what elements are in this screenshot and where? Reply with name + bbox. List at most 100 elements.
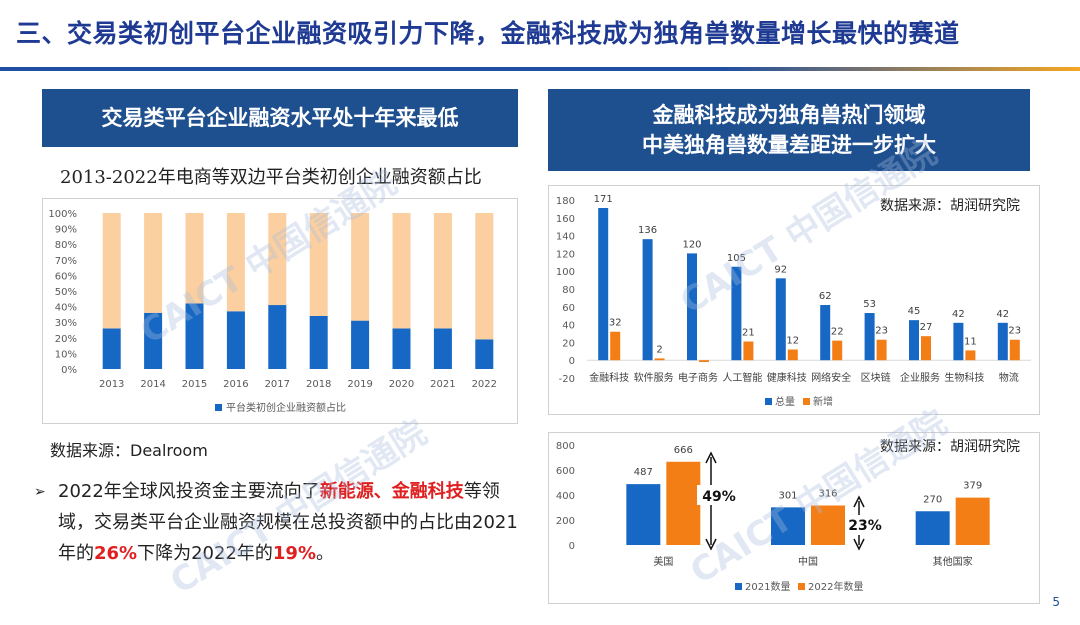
bar-total: [953, 322, 964, 361]
bar-share: [351, 320, 370, 369]
x-tick-label: 金融科技: [589, 371, 629, 384]
y-tick-label: 50%: [55, 287, 77, 298]
data-label-new: 23: [875, 326, 888, 337]
bar-share: [102, 328, 121, 369]
bar-2021: [915, 511, 950, 545]
bar-share: [392, 328, 411, 369]
data-label-total: 42: [952, 309, 965, 320]
bar-remainder: [309, 213, 328, 316]
x-tick-label: 2018: [306, 379, 331, 390]
data-label-total: 171: [594, 194, 613, 205]
legend-label: 平台类初创企业融资额占比: [226, 401, 346, 414]
data-label-new: 21: [742, 328, 755, 339]
bar-total: [731, 266, 742, 361]
y-tick-label: 70%: [55, 256, 77, 267]
bar-remainder: [433, 213, 452, 329]
y-tick-label: 0%: [61, 365, 77, 376]
data-label-total: 92: [774, 264, 787, 275]
x-tick-label: 其他国家: [933, 555, 973, 568]
x-tick-label: 2015: [182, 379, 207, 390]
unicorn-country-chart: 0 200 400 600 800 487 666 美国 301 316 中国 270 379 其他国家 4…: [556, 441, 990, 593]
y-tick-label: 80: [562, 285, 575, 296]
x-tick-label: 2017: [265, 379, 290, 390]
data-label-total: 53: [863, 299, 876, 310]
x-tick-label: 人工智能: [722, 371, 762, 384]
right-banner: 金融科技成为独角兽热门领域 中美独角兽数量差距进一步扩大: [548, 89, 1030, 171]
bar-share: [268, 305, 287, 369]
data-label-new: 27: [920, 322, 933, 333]
summary-bullet: 2022年全球风投资金主要流向了新能源、金融科技等领域，交易类平台企业融资规模在…: [58, 476, 518, 569]
growth-label-us: 49%: [702, 489, 736, 505]
bar-2022: [955, 497, 990, 545]
legend-swatch: [765, 398, 772, 405]
x-tick-label: 软件服务: [634, 371, 674, 384]
bar-share: [309, 315, 328, 369]
bar-share: [144, 312, 163, 369]
data-label-2022: 316: [818, 489, 837, 500]
x-tick-label: 2013: [99, 379, 124, 390]
left-chart-title: 2013-2022年电商等双边平台类初创企业融资额占比: [60, 167, 482, 188]
left-banner-text: 交易类平台企业融资水平处十年来最低: [101, 105, 459, 130]
y-tick-label: 60%: [55, 271, 77, 282]
y-tick-label: 160: [556, 214, 575, 225]
data-label-new: 23: [1008, 326, 1021, 337]
left-source: 数据来源：Dealroom: [50, 441, 208, 460]
bar-remainder: [102, 213, 121, 329]
y-tick-label: 20: [562, 338, 575, 349]
y-tick-label: 0: [569, 541, 575, 552]
unicorn-sector-panel: -20 0 20 40 60 80 100 120 140 160 180 171 32 金融科技 136 2…: [548, 185, 1040, 415]
data-label-total: 136: [638, 225, 657, 236]
unicorn-country-panel: 0 200 400 600 800 487 666 美国 301 316 中国 270 379 其他国家 4…: [548, 432, 1040, 604]
y-tick-label: 400: [556, 491, 575, 502]
bar-total: [775, 278, 786, 361]
legend-swatch: [215, 404, 222, 411]
x-tick-label: 2016: [223, 379, 248, 390]
y-tick-label: 60: [562, 303, 575, 314]
x-tick-label: 2014: [140, 379, 165, 390]
bullet-arrow-icon: ➢: [34, 484, 46, 500]
bar-remainder: [144, 213, 163, 313]
y-tick-label: 0: [569, 356, 575, 367]
unicorn-sector-chart: -20 0 20 40 60 80 100 120 140 160 180 171 32 金融科技 136 2…: [556, 194, 1031, 408]
y-tick-label: 20%: [55, 334, 77, 345]
bar-new: [832, 340, 843, 361]
bar-new: [876, 339, 887, 361]
y-tick-label: 200: [556, 516, 575, 527]
right-source-2: 数据来源：胡润研究院: [880, 439, 1020, 455]
page-number: 5: [1052, 595, 1060, 609]
data-label-new: 32: [609, 318, 622, 329]
legend-swatch: [798, 583, 805, 590]
page-title: 三、交易类初创平台企业融资吸引力下降，金融科技成为独角兽数量增长最快的赛道: [16, 19, 960, 48]
x-tick-label: 2022: [472, 379, 497, 390]
bar-total: [864, 313, 875, 361]
bar-remainder: [185, 213, 204, 304]
y-tick-label: 180: [556, 196, 575, 207]
bar-new: [743, 341, 754, 361]
legend-label: 2022年数量: [808, 580, 863, 593]
bar-2021: [626, 484, 661, 545]
bar-new: [921, 336, 931, 361]
y-tick-label: 90%: [55, 225, 77, 236]
data-label-new: 2: [656, 344, 662, 355]
data-label-total: 105: [727, 253, 746, 264]
arrow-head-icon: [705, 451, 717, 464]
data-label-total: 62: [819, 291, 832, 302]
y-tick-label: 120: [556, 249, 575, 260]
x-tick-label: 中国: [798, 555, 818, 568]
arrow-head-icon: [705, 538, 717, 551]
arrow-head-icon: [853, 495, 865, 508]
bar-new: [787, 349, 798, 361]
bar-total: [642, 239, 653, 361]
bar-share: [185, 303, 204, 369]
bar-new: [965, 350, 976, 361]
legend-label: 新增: [813, 395, 833, 408]
title-underline-accent: [720, 67, 1080, 71]
bullet-text-3: 下降为2022年的: [137, 543, 273, 564]
y-tick-label: 800: [556, 441, 575, 452]
data-label-2022: 666: [674, 445, 693, 456]
left-chart-panel: 0% 10% 20% 30% 40% 50% 60% 70% 80% 90% 100% 2013 201…: [42, 198, 518, 424]
data-label-2022: 379: [963, 481, 982, 492]
bar-new: [654, 358, 665, 361]
x-tick-label: 美国: [653, 555, 673, 568]
legend-swatch: [803, 398, 810, 405]
